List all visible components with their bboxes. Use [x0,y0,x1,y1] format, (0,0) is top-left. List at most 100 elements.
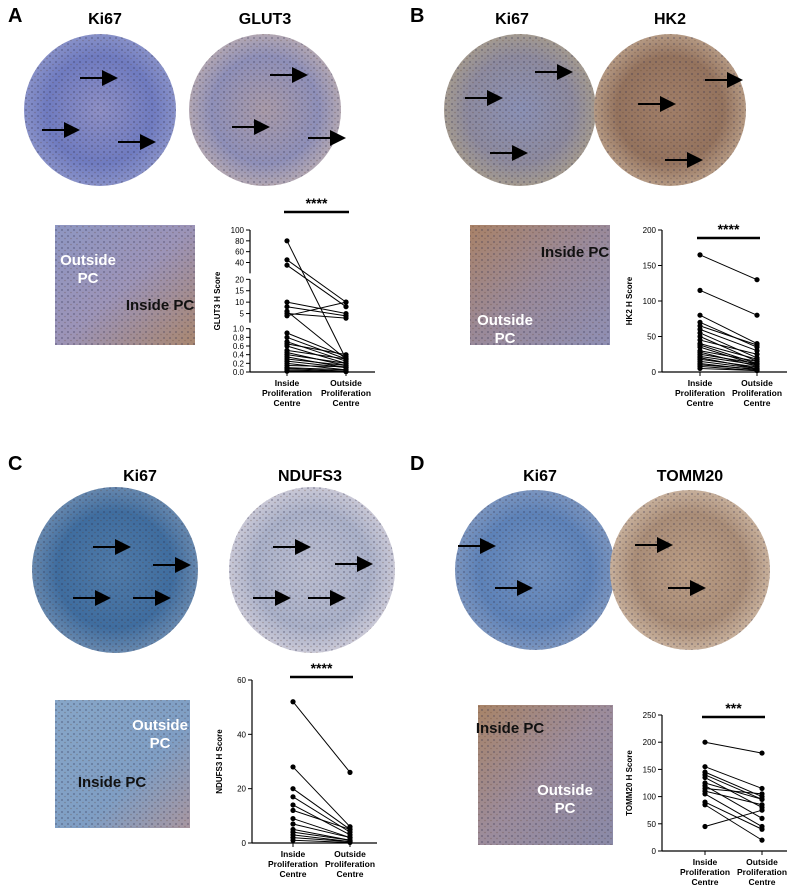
significance: **** [311,660,333,676]
pair-line [704,741,763,754]
pair-line [292,823,351,839]
y-tick-label: 150 [643,765,657,774]
point [702,739,708,745]
point [702,774,708,781]
y-tick-label: 0 [242,839,247,848]
pair-line [704,785,763,819]
point [343,368,349,375]
point [290,815,296,822]
pair-line [286,354,347,364]
tissue-texture [444,34,596,186]
y-axis-label: NDUFS3 H Score [215,729,224,794]
image-title: Ki67 [495,11,529,28]
pair-line [699,358,758,368]
y-tick-label: 50 [647,820,656,829]
pair-line [699,321,758,348]
pair-line [699,254,758,281]
pair-line [286,349,347,360]
point [284,313,290,319]
y-axis-label: GLUT3 H Score [213,271,222,330]
pair-line [286,365,347,368]
inset-texture [55,700,190,828]
inset-texture [470,225,610,345]
point [284,368,290,374]
pair-line [699,336,758,362]
x-tick-label: Outside Proliferation Centre [731,378,783,408]
pair-line [699,314,758,345]
pair-line [286,259,347,303]
x-tick-label: Outside Proliferation Centre [324,849,376,879]
point [697,312,703,318]
y-tick-label: 60 [235,248,244,257]
point [697,252,703,258]
point [697,287,703,293]
significance: **** [306,195,328,211]
pair-line [699,344,758,364]
point [702,764,708,770]
pair-line [704,804,763,841]
image-title: Ki67 [123,468,157,485]
pair-line [699,367,758,372]
pair-line [286,306,347,317]
pair-line [292,788,351,830]
pair-line [704,774,763,800]
panel-label: D [410,453,424,475]
pair-line [699,343,758,360]
image-title: HK2 [654,11,686,28]
point [754,342,760,348]
inset-label: Outside PC [132,717,188,752]
x-tick-label: Inside Proliferation Centre [674,378,726,408]
tissue-texture [32,487,198,653]
image-title: Ki67 [523,468,557,485]
pair-line [699,289,758,316]
y-tick-label: 200 [643,226,657,235]
tissue-texture [229,487,395,653]
point [754,351,760,357]
point [284,334,290,340]
significance: *** [725,700,742,716]
pair-line [286,301,347,315]
point [284,299,290,305]
pair-line [699,364,758,370]
tissue-texture [189,34,341,186]
x-tick-label: Inside Proliferation Centre [679,857,731,887]
y-tick-label: 80 [235,237,244,246]
pair-line [704,809,763,828]
pair-line [704,790,763,806]
pair-line [699,325,758,346]
y-tick-label: 0.6 [233,342,245,351]
y-tick-label: 100 [231,226,245,235]
y-tick-label: 20 [237,785,246,794]
y-tick-label: 0 [652,368,657,377]
pair-line [704,766,763,789]
pair-line [286,240,347,360]
point [759,826,765,832]
y-tick-label: 15 [235,287,244,296]
point [343,356,349,362]
pair-line [699,353,758,364]
pair-line [286,358,347,366]
pair-line [699,360,758,369]
point [290,837,296,843]
pair-line [292,766,351,828]
y-tick-label: 250 [643,711,657,720]
pair-line [286,367,347,371]
pair-line [699,339,758,355]
inset-label: Inside PC [77,774,147,791]
pair-line [286,310,347,360]
point [754,312,760,318]
panel-label: B [410,5,424,27]
y-axis-label: TOMM20 H Score [625,750,634,816]
point [284,238,290,244]
point [759,802,765,808]
pair-line [286,368,347,372]
point [290,794,296,800]
inset-label: Inside PC [540,244,610,261]
tissue-texture [24,34,176,186]
inset-texture [478,705,613,845]
point [343,315,349,321]
point [284,343,290,349]
point [759,791,765,797]
point [759,807,765,813]
